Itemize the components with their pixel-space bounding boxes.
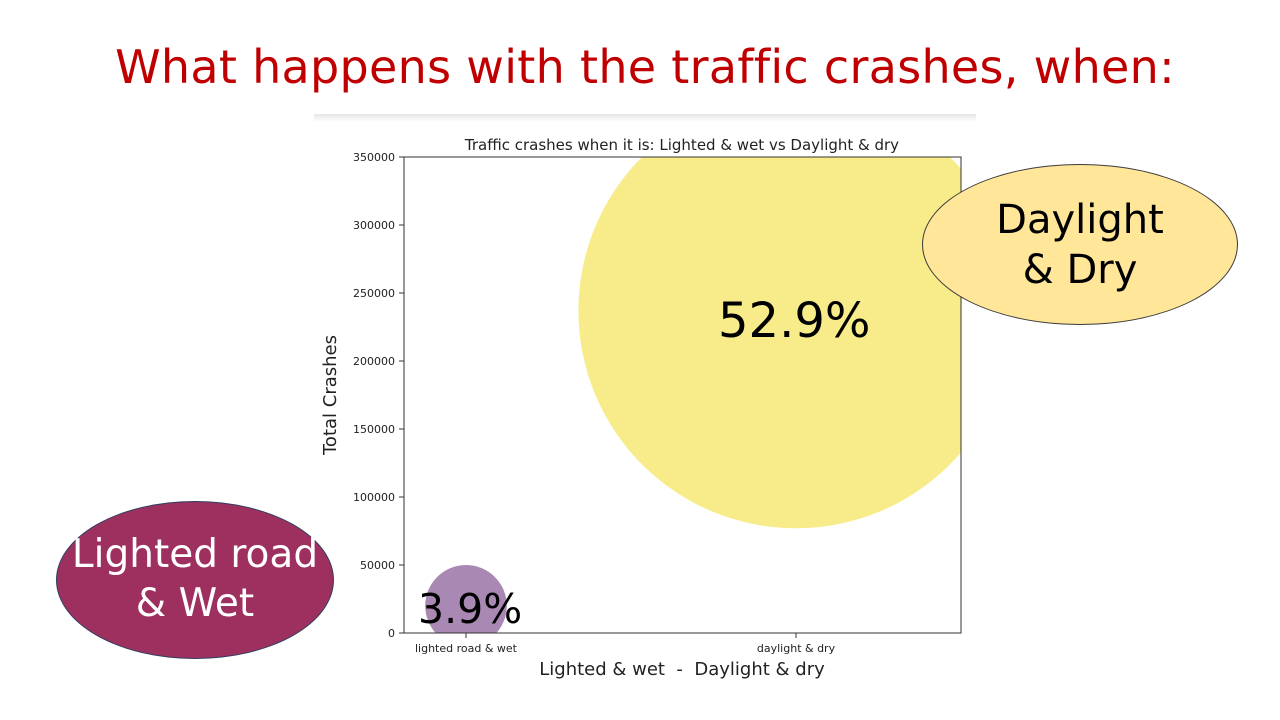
daylight-callout-line2: & Dry [1022, 246, 1138, 293]
y-tick-label: 100000 [353, 491, 395, 504]
lighted-callout-line2: & Wet [135, 581, 255, 626]
x-axis-label: Lighted & wet - Daylight & dry [539, 659, 825, 680]
daylight-callout-line1: Daylight [996, 196, 1164, 243]
y-tick-label: 250000 [353, 287, 395, 300]
daylight-dry-callout: Daylight & Dry [922, 164, 1238, 325]
y-tick-label: 0 [388, 627, 395, 640]
lighted-callout-line1: Lighted road [71, 532, 319, 578]
y-tick-label: 300000 [353, 219, 395, 232]
bubble-daylight-dry [578, 157, 961, 529]
y-tick-label: 200000 [353, 355, 395, 368]
lighted-wet-callout: Lighted road & Wet [56, 501, 334, 659]
y-tick-label: 350000 [353, 151, 395, 164]
y-tick-label: 50000 [360, 559, 395, 572]
y-axis-label: Total Crashes [320, 335, 341, 456]
bubble-label-lighted-wet: 3.9% [418, 585, 523, 633]
bubble-label-daylight-dry: 52.9% [718, 293, 871, 349]
slide-title: What happens with the traffic crashes, w… [115, 40, 1175, 94]
chart-image-border [314, 114, 976, 122]
y-tick-label: 150000 [353, 423, 395, 436]
chart-title: Traffic crashes when it is: Lighted & we… [464, 136, 899, 154]
x-tick-label: lighted road & wet [415, 642, 518, 655]
bubble-lighted-wet [425, 565, 507, 633]
plot-frame [403, 156, 962, 634]
x-tick-label: daylight & dry [757, 642, 836, 655]
